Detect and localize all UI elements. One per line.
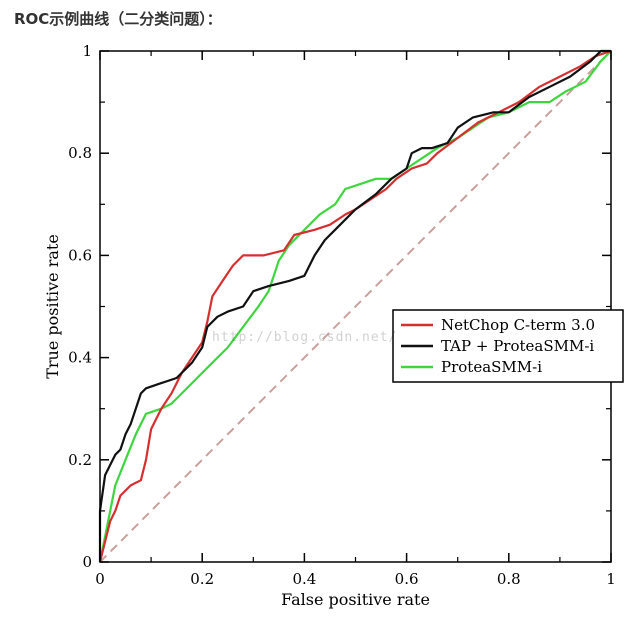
series-line-3 <box>98 50 612 563</box>
legend-label-2: TAP + ProteaSMM-i <box>441 337 594 355</box>
series-line-1 <box>98 49 612 563</box>
y-tick-label: 0.8 <box>68 144 92 162</box>
legend: NetChop C-term 3.0 TAP + ProteaSMM-i Prote… <box>392 309 624 383</box>
x-tick-label: 0.2 <box>190 570 214 588</box>
x-tick-label: 0 <box>95 570 105 588</box>
legend-label-3: ProteaSMM-i <box>441 358 542 376</box>
series-layer <box>98 49 612 563</box>
diagonal-reference-line <box>99 50 612 563</box>
y-tick-label: 0.6 <box>68 246 92 264</box>
y-tick-label: 0 <box>82 553 92 571</box>
x-axis-label: False positive rate <box>281 590 430 609</box>
tick-layer: 0 0.2 0.4 0.6 0.8 1 0 0.2 0.4 0.6 0.8 1 <box>68 42 616 588</box>
page-heading: ROC示例曲线（二分类问题）： <box>14 10 222 28</box>
x-tick-label: 0.8 <box>497 570 521 588</box>
watermark: http://blog.csdn.net/ <box>212 330 398 345</box>
y-tick-label: 0.2 <box>68 451 92 469</box>
y-tick-label: 1 <box>82 42 92 60</box>
series-line-2 <box>98 49 611 562</box>
y-tick-label: 0.4 <box>68 349 92 367</box>
x-tick-label: 1 <box>606 570 616 588</box>
x-tick-label: 0.6 <box>395 570 419 588</box>
x-tick-label: 0.4 <box>292 570 316 588</box>
legend-label-1: NetChop C-term 3.0 <box>441 316 595 334</box>
y-axis-label: True positive rate <box>43 234 62 379</box>
diagonal-layer <box>99 50 612 563</box>
